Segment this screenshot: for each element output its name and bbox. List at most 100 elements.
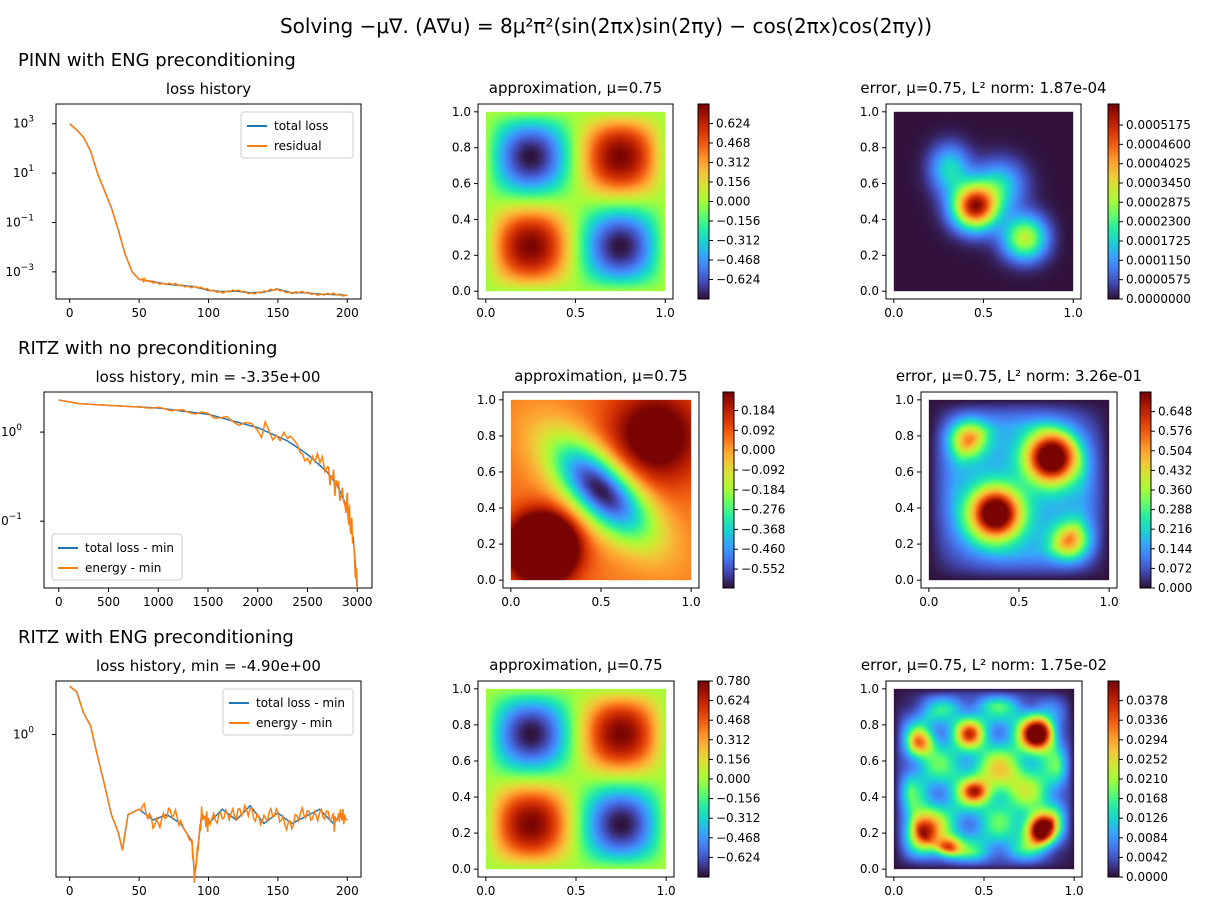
heatmap-field (485, 111, 666, 292)
y-tick-label: 0.4 (452, 790, 471, 804)
colorbar-tick-label: −0.368 (741, 522, 785, 536)
colorbar-tick-label: 0.312 (716, 156, 750, 170)
x-tick-label: 1.0 (1065, 884, 1084, 898)
legend-label: residual (274, 139, 322, 153)
colorbar-tick-label: 0.432 (1158, 463, 1192, 477)
colorbar-tick-label: 0.624 (716, 694, 750, 708)
line-panel: loss history, min = -3.35e+00 0 500 1000 150… (0, 368, 373, 609)
legend-label: total loss - min (85, 541, 174, 555)
x-tick-label: 0 (55, 595, 63, 609)
x-tick-label: 0.5 (974, 884, 993, 898)
colorbar-tick-label: 0.0004600 (1126, 137, 1191, 151)
colorbar-tick-label: 0.0000 (1126, 870, 1168, 884)
y-tick-label: 0.8 (452, 141, 471, 155)
colorbar (1108, 681, 1119, 877)
heatmap-panel: error, μ=0.75, L² norm: 3.26e-01 0.0 0.5 1.… (895, 367, 1192, 609)
x-tick-label: 0.0 (884, 884, 903, 898)
series-line-2 (69, 685, 348, 883)
colorbar-tick-label: 0.156 (716, 175, 750, 189)
x-tick-label: 0.0 (884, 306, 903, 320)
x-tick-label: 100 (197, 306, 220, 320)
colorbar-tick-label: 0.072 (1158, 561, 1192, 575)
heatmap-title: approximation, μ=0.75 (489, 656, 662, 674)
colorbar-tick-label: −0.624 (716, 850, 760, 864)
colorbar (723, 392, 734, 588)
y-tick-label: 1.0 (860, 682, 879, 696)
x-tick-label: 0.0 (476, 306, 495, 320)
x-tick-label: 1.0 (656, 306, 675, 320)
row-heading-ritz-none: RITZ with no preconditioning (18, 338, 277, 359)
colorbar-tick-label: 0.0002300 (1126, 215, 1191, 229)
y-tick-label: 0.8 (895, 429, 914, 443)
legend: total loss - min energy - min (51, 533, 183, 581)
heatmap-title: error, μ=0.75, L² norm: 1.75e-02 (861, 656, 1107, 674)
x-tick-label: 2000 (242, 595, 273, 609)
figure-title: Solving −μ∇. (A∇u) = 8μ²π²(sin(2πx)sin(2… (280, 14, 932, 38)
colorbar-tick-label: 0.0003450 (1126, 176, 1191, 190)
colorbar-tick-label: 0.0294 (1126, 733, 1168, 747)
x-tick-label: 500 (97, 595, 120, 609)
x-tick-label: 1.0 (1064, 306, 1083, 320)
y-tick-label: 0.2 (860, 248, 879, 262)
colorbar-tick-label: 0.504 (1158, 444, 1192, 458)
colorbar-tick-label: 0.144 (1158, 542, 1192, 556)
colorbar-tick-label: 0.156 (716, 752, 750, 766)
x-tick-label: 2500 (292, 595, 323, 609)
colorbar (698, 681, 709, 877)
colorbar-tick-label: 0.0004025 (1126, 157, 1191, 171)
y-tick-label: 0.0 (860, 862, 879, 876)
x-tick-label: 3000 (342, 595, 373, 609)
series-line-2 (58, 399, 358, 589)
y-tick-label: 0.2 (452, 248, 471, 262)
x-tick-label: 200 (336, 306, 359, 320)
heatmap-field (893, 111, 1074, 292)
x-tick-label: 0.5 (974, 306, 993, 320)
colorbar-tick-label: −0.468 (716, 831, 760, 845)
colorbar-tick-label: 0.468 (716, 136, 750, 150)
y-tick-label: 0.4 (452, 212, 471, 226)
heatmap-field (485, 688, 667, 870)
y-tick-label: 0.6 (895, 465, 914, 479)
colorbar-tick-label: 0.000 (716, 772, 750, 786)
x-tick-label: 0 (66, 306, 74, 320)
y-tick-label: 0.0 (860, 284, 879, 298)
line-title: loss history, min = -3.35e+00 (96, 368, 321, 386)
heatmap-field (510, 399, 692, 581)
y-tick-label: 0.6 (452, 177, 471, 191)
colorbar-tick-label: 0.0210 (1126, 772, 1168, 786)
colorbar-tick-label: 0.092 (741, 423, 775, 437)
y-tick-label: 0.0 (895, 573, 914, 587)
heatmap-panel: approximation, μ=0.75 0.0 0.5 1.0 0.0 0.2 0.4 0… (477, 367, 786, 609)
y-tick-label: 101 (13, 164, 34, 180)
y-tick-label: 0.2 (860, 826, 879, 840)
colorbar-tick-label: −0.624 (716, 273, 760, 287)
y-tick-label: 0.8 (452, 718, 471, 732)
colorbar-tick-label: 0.0168 (1126, 792, 1168, 806)
colorbar-tick-label: 0.0042 (1126, 850, 1168, 864)
colorbar-tick-label: 0.0000575 (1126, 273, 1191, 287)
y-tick-label: 1.0 (477, 393, 496, 407)
line-panel: loss history 0 50 100 150 200 103 101 10−1 10−3 to… (5, 80, 362, 320)
colorbar-tick-label: 0.0126 (1126, 811, 1168, 825)
line-panel: loss history, min = -4.90e+00 0 50 100 150 20… (13, 657, 362, 898)
heatmap-field (893, 688, 1075, 870)
y-tick-label: 0.6 (452, 754, 471, 768)
legend-box (240, 111, 354, 159)
colorbar-tick-label: −0.184 (741, 483, 785, 497)
series-line-2 (69, 123, 348, 297)
y-tick-label: 0.6 (860, 177, 879, 191)
heatmap-panel: approximation, μ=0.75 0.0 0.5 1.0 0.0 0.2 0.4 0… (452, 79, 761, 320)
colorbar-tick-label: −0.092 (741, 463, 785, 477)
y-tick-label: 0.0 (452, 862, 471, 876)
colorbar-tick-label: −0.552 (741, 562, 785, 576)
colorbar-tick-label: −0.156 (716, 214, 760, 228)
y-tick-label: 0.8 (860, 141, 879, 155)
y-tick-label: 1.0 (895, 393, 914, 407)
y-tick-label: 0.0 (452, 284, 471, 298)
heatmap-title: error, μ=0.75, L² norm: 3.26e-01 (896, 367, 1142, 385)
y-tick-label: 100 (1, 423, 22, 439)
colorbar (1108, 104, 1119, 299)
x-tick-label: 1.0 (682, 595, 701, 609)
y-tick-label: 0.6 (860, 754, 879, 768)
